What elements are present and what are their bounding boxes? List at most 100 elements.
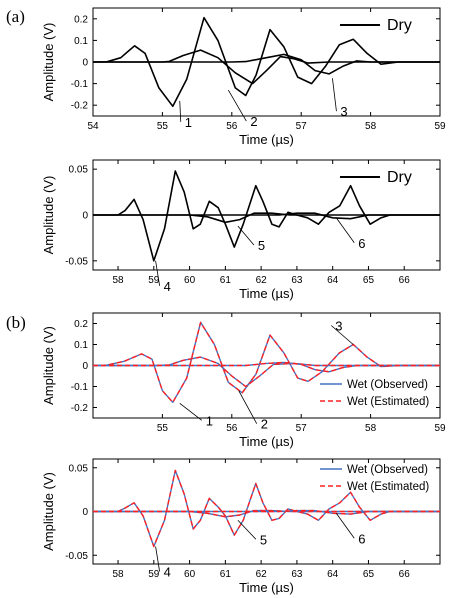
annotation-leader bbox=[335, 513, 355, 539]
y-tick-label: 0 bbox=[82, 507, 88, 518]
x-tick-label: 58 bbox=[112, 569, 124, 580]
x-tick-label: 54 bbox=[87, 121, 99, 132]
x-tick-label: 56 bbox=[226, 423, 238, 434]
x-tick-label: 66 bbox=[399, 569, 411, 580]
x-tick-label: 60 bbox=[184, 569, 196, 580]
annotation-label: 5 bbox=[260, 532, 267, 547]
x-tick-label: 59 bbox=[148, 569, 160, 580]
panel-label-a: (a) bbox=[6, 7, 25, 26]
annotation-leader bbox=[227, 89, 247, 122]
annotation-label: 1 bbox=[185, 115, 192, 130]
plot-area bbox=[93, 321, 440, 403]
x-tick-label: 62 bbox=[256, 275, 268, 286]
x-tick-label: 62 bbox=[256, 569, 268, 580]
x-tick-label: 64 bbox=[327, 275, 339, 286]
x-axis-label: Time (µs) bbox=[239, 132, 294, 147]
y-tick-label: 0 bbox=[82, 211, 88, 222]
y-tick-label: -0.2 bbox=[71, 403, 89, 414]
x-tick-label: 60 bbox=[184, 275, 196, 286]
x-tick-label: 65 bbox=[363, 275, 375, 286]
series-4-estimated-line bbox=[93, 469, 440, 548]
annotation-leader bbox=[332, 78, 337, 112]
x-tick-label: 58 bbox=[365, 423, 377, 434]
plot-area bbox=[93, 469, 440, 548]
series-3-estimated-line bbox=[93, 361, 440, 373]
x-tick-label: 59 bbox=[148, 275, 160, 286]
x-tick-label: 58 bbox=[365, 121, 377, 132]
x-tick-label: 59 bbox=[434, 423, 446, 434]
x-tick-label: 64 bbox=[327, 569, 339, 580]
x-axis-label: Time (µs) bbox=[239, 434, 294, 449]
series-1-line bbox=[93, 16, 440, 108]
series-4-line bbox=[93, 170, 440, 262]
x-tick-label: 61 bbox=[220, 569, 232, 580]
annotation-leader bbox=[237, 519, 257, 540]
panel-label-b: (b) bbox=[6, 313, 26, 332]
annotation-label: 3 bbox=[340, 104, 347, 119]
annotation-label: 4 bbox=[164, 565, 171, 580]
y-tick-label: 0.1 bbox=[74, 36, 88, 47]
x-tick-label: 66 bbox=[399, 275, 411, 286]
annotation-label: 6 bbox=[358, 236, 365, 251]
annotation-label: 1 bbox=[206, 413, 213, 428]
y-tick-label: 0.1 bbox=[74, 340, 88, 351]
x-tick-label: 55 bbox=[157, 423, 169, 434]
y-tick-label: -0.2 bbox=[71, 101, 89, 112]
x-tick-label: 55 bbox=[157, 121, 169, 132]
x-tick-label: 63 bbox=[291, 275, 303, 286]
annotation-leader bbox=[330, 325, 354, 345]
x-tick-label: 58 bbox=[112, 275, 124, 286]
annotation-leader bbox=[238, 390, 258, 424]
x-tick-label: 59 bbox=[434, 121, 446, 132]
annotation-label: 2 bbox=[250, 114, 257, 129]
y-tick-label: 0 bbox=[82, 361, 88, 372]
legend-label-dry: Dry bbox=[387, 17, 412, 34]
y-tick-label: 0 bbox=[82, 58, 88, 69]
chart-a-top: 54 55 56 57 58 59 0.2 0.1 0 -0.1 -0.2 Time (µs) Ampl… bbox=[41, 7, 446, 147]
legend-label-estimated: Wet (Estimated) bbox=[347, 481, 429, 493]
x-tick-label: 61 bbox=[220, 275, 232, 286]
x-axis-label: Time (µs) bbox=[239, 286, 294, 301]
chart-b-top: 55 56 57 58 59 0.2 0.1 0 -0.1 -0.2 Time (µs) Amplit… bbox=[41, 312, 446, 449]
y-tick-label: -0.1 bbox=[71, 382, 89, 393]
x-tick-label: 56 bbox=[226, 121, 238, 132]
annotation-label: 3 bbox=[335, 319, 342, 334]
annotation-leader bbox=[155, 260, 160, 286]
legend-label-estimated: Wet (Estimated) bbox=[347, 396, 429, 408]
y-tick-label: -0.05 bbox=[65, 256, 88, 267]
y-axis-label: Amplitude (V) bbox=[41, 326, 56, 405]
y-tick-label: -0.1 bbox=[71, 79, 89, 90]
annotation-leader bbox=[155, 546, 160, 572]
legend-label-dry: Dry bbox=[387, 169, 412, 186]
annotation-label: 4 bbox=[164, 279, 171, 294]
y-tick-label: -0.05 bbox=[65, 551, 88, 562]
plot-area bbox=[93, 170, 440, 262]
x-axis-label: Time (µs) bbox=[239, 580, 294, 595]
x-tick-label: 63 bbox=[291, 569, 303, 580]
annotation-leader bbox=[237, 225, 255, 246]
y-tick-label: 0.05 bbox=[69, 463, 89, 474]
series-3-line bbox=[93, 53, 440, 75]
y-tick-label: 0.05 bbox=[69, 165, 89, 176]
plot-area bbox=[93, 16, 440, 108]
y-axis-label: Amplitude (V) bbox=[41, 176, 56, 255]
y-tick-label: 0.2 bbox=[74, 319, 88, 330]
y-axis-label: Amplitude (V) bbox=[41, 472, 56, 551]
x-tick-label: 65 bbox=[363, 569, 375, 580]
x-tick-label: 57 bbox=[296, 423, 308, 434]
annotation-leader bbox=[335, 217, 355, 243]
annotation-label: 2 bbox=[261, 417, 268, 432]
y-axis-label: Amplitude (V) bbox=[41, 23, 56, 102]
legend-label-observed: Wet (Observed) bbox=[347, 464, 428, 476]
series-6-line bbox=[93, 212, 440, 220]
annotation-label: 5 bbox=[258, 238, 265, 253]
annotation-label: 6 bbox=[358, 531, 365, 546]
y-tick-label: 0.2 bbox=[74, 14, 88, 25]
series-6-estimated-line bbox=[93, 509, 440, 515]
annotation-leader bbox=[179, 402, 202, 421]
legend-label-observed: Wet (Observed) bbox=[347, 379, 428, 391]
annotation-leader bbox=[179, 100, 182, 122]
